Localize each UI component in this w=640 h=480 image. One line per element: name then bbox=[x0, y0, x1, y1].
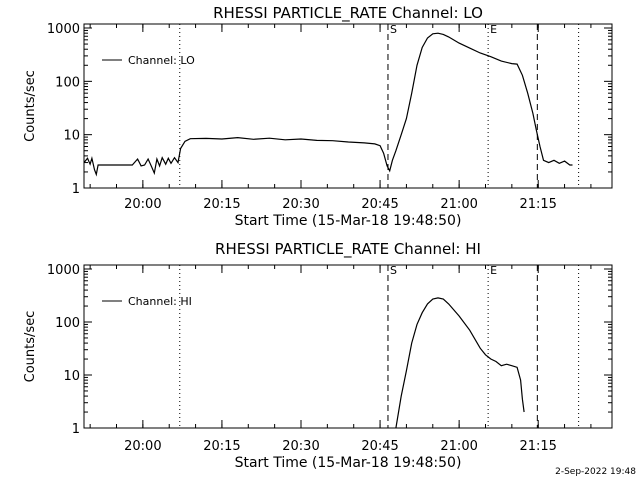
chart-panel-hi: RHESSI PARTICLE_RATE Channel: HI 1 10 100 10… bbox=[23, 240, 613, 471]
legend-label: Channel: LO bbox=[128, 54, 195, 67]
x-tick-label: 21:15 bbox=[519, 197, 556, 212]
x-tick-label: 20:00 bbox=[124, 197, 161, 212]
marker-label: S bbox=[390, 264, 397, 277]
y-tick-label: 1 bbox=[72, 182, 80, 197]
y-tick-label: 1000 bbox=[47, 22, 80, 37]
y-tick-label: 100 bbox=[55, 75, 80, 90]
chart-title: RHESSI PARTICLE_RATE Channel: LO bbox=[213, 4, 483, 23]
marker-label: E bbox=[490, 264, 497, 277]
x-tick-label: 20:45 bbox=[361, 439, 398, 454]
series-line bbox=[83, 32, 573, 177]
x-axis-label: Start Time (15-Mar-18 19:48:50) bbox=[235, 213, 462, 229]
y-tick-label: 100 bbox=[55, 316, 80, 331]
x-tick-label: 20:15 bbox=[203, 439, 240, 454]
footer-timestamp: 2-Sep-2022 19:48 bbox=[555, 467, 636, 477]
x-tick-label: 20:15 bbox=[203, 197, 240, 212]
x-tick-label: 20:00 bbox=[124, 439, 161, 454]
y-tick-label: 1 bbox=[72, 422, 80, 437]
x-tick-label: 21:00 bbox=[440, 197, 477, 212]
y-axis-label: Counts/sec bbox=[23, 70, 38, 142]
marker-label: S bbox=[390, 23, 397, 36]
x-tick-label: 20:30 bbox=[282, 197, 319, 212]
x-axis-label: Start Time (15-Mar-18 19:48:50) bbox=[235, 455, 462, 471]
marker-label: E bbox=[490, 23, 497, 36]
y-tick-label: 10 bbox=[63, 369, 80, 384]
plot-frame bbox=[83, 264, 613, 429]
series-line bbox=[395, 297, 525, 429]
legend-label: Channel: HI bbox=[128, 295, 192, 308]
y-tick-label: 1000 bbox=[47, 263, 80, 278]
x-tick-label: 20:45 bbox=[361, 197, 398, 212]
x-tick-label: 20:30 bbox=[282, 439, 319, 454]
x-tick-label: 21:00 bbox=[440, 439, 477, 454]
chart-title: RHESSI PARTICLE_RATE Channel: HI bbox=[215, 240, 481, 259]
y-axis-label: Counts/sec bbox=[23, 311, 38, 383]
y-tick-label: 10 bbox=[63, 129, 80, 144]
chart-panel-lo: RHESSI PARTICLE_RATE Channel: LO 1 10 100 10… bbox=[23, 4, 613, 229]
plot-frame bbox=[83, 23, 613, 189]
x-tick-label: 21:15 bbox=[519, 439, 556, 454]
